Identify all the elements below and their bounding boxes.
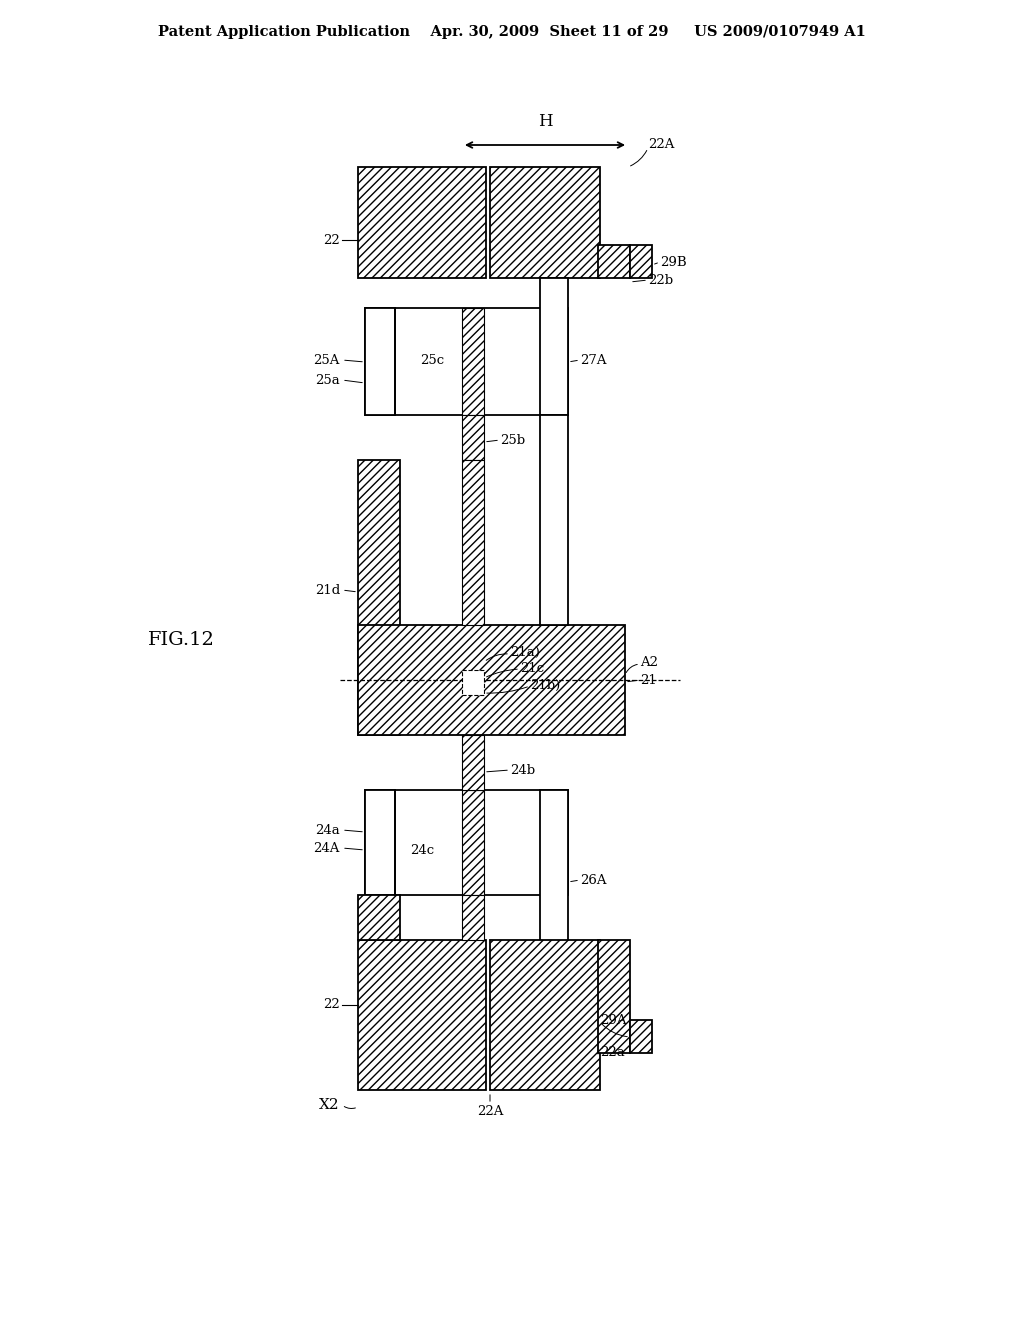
Text: 22A: 22A	[648, 139, 675, 152]
Text: 24c: 24c	[410, 843, 434, 857]
Text: 21c: 21c	[520, 661, 544, 675]
Text: 29B: 29B	[660, 256, 687, 268]
Text: 22: 22	[324, 234, 340, 247]
Text: 27A: 27A	[580, 354, 606, 367]
Text: 22: 22	[324, 998, 340, 1011]
Text: 21b): 21b)	[530, 678, 560, 692]
Bar	[490, 168, 600, 279]
Text: 22A: 22A	[477, 1105, 503, 1118]
Text: 21: 21	[640, 673, 656, 686]
Bar	[358, 168, 486, 279]
Text: FIG.12: FIG.12	[148, 631, 215, 649]
Bar	[365, 308, 568, 414]
Bar	[358, 459, 400, 735]
Text: 29A: 29A	[600, 1014, 627, 1027]
Bar	[540, 414, 568, 624]
Bar	[358, 624, 625, 735]
Bar	[462, 459, 484, 624]
Bar	[462, 671, 484, 696]
Text: 24A: 24A	[313, 842, 340, 854]
Bar	[630, 1020, 652, 1053]
Text: 24b: 24b	[510, 763, 536, 776]
Text: 25a: 25a	[315, 374, 340, 387]
Text: A2: A2	[640, 656, 658, 668]
Text: Patent Application Publication    Apr. 30, 2009  Sheet 11 of 29     US 2009/0107: Patent Application Publication Apr. 30, …	[158, 25, 866, 40]
Text: 25b: 25b	[500, 433, 525, 446]
Text: 21d: 21d	[314, 583, 340, 597]
Bar	[358, 895, 400, 940]
Text: 25c: 25c	[420, 354, 444, 367]
Bar	[490, 940, 600, 1090]
Text: 22a: 22a	[600, 1045, 625, 1059]
Text: H: H	[538, 114, 552, 129]
Text: 22b: 22b	[648, 273, 673, 286]
Text: 26A: 26A	[580, 874, 606, 887]
Bar	[358, 940, 486, 1090]
Bar	[365, 789, 395, 895]
Bar	[462, 308, 484, 414]
Text: 21a): 21a)	[510, 645, 540, 659]
Bar	[365, 308, 395, 414]
Bar	[462, 789, 484, 895]
Bar	[462, 895, 484, 940]
Bar	[462, 414, 484, 459]
Bar	[540, 789, 568, 1010]
Bar	[598, 940, 630, 1053]
Text: 24a: 24a	[315, 824, 340, 837]
Text: X2: X2	[319, 1098, 340, 1111]
Bar	[462, 735, 484, 789]
Text: 25A: 25A	[313, 354, 340, 367]
Bar	[365, 789, 568, 895]
Bar	[540, 279, 568, 414]
Bar	[630, 246, 652, 279]
Bar	[598, 246, 630, 279]
